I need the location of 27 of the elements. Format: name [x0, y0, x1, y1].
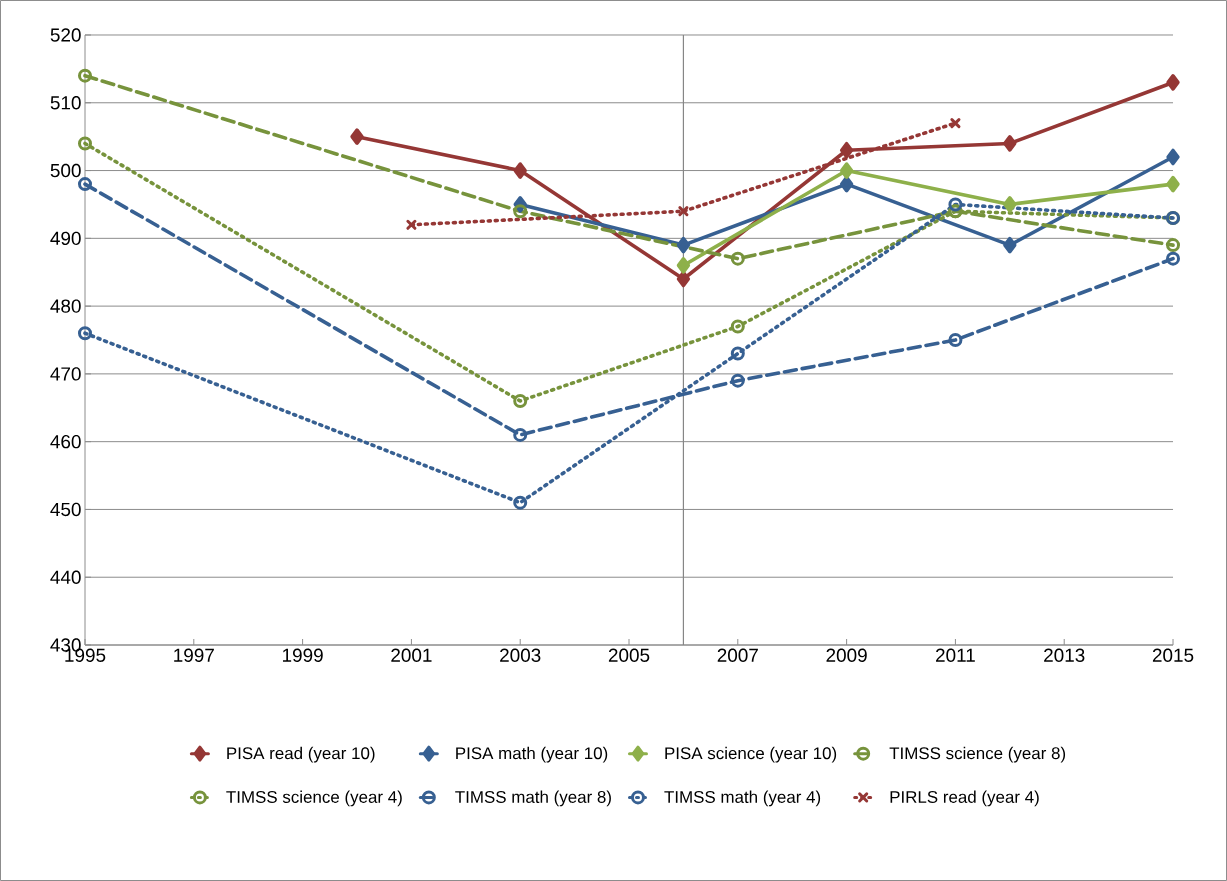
x-tick-label: 2013	[1044, 648, 1085, 662]
legend-label: PISA math (year 10)	[456, 746, 608, 763]
y-tick-label: 480	[50, 299, 81, 313]
y-tick-label: 520	[50, 28, 81, 42]
y-tick-label: 510	[50, 96, 81, 110]
y-tick-label: 460	[50, 434, 81, 449]
x-tick-label: 2011	[936, 648, 975, 662]
legend-label: PIRLS read (year 4)	[890, 790, 1039, 807]
legend-label: TIMSS math (year 8)	[455, 790, 611, 807]
x-tick-label: 1999	[282, 648, 323, 662]
x-tick-label: 2005	[608, 648, 650, 662]
y-tick-label: 450	[50, 502, 81, 517]
legend-label: TIMSS science (year 8)	[889, 746, 1066, 763]
x-tick-label: 2003	[500, 648, 541, 662]
legend-label: PISA science (year 10)	[665, 746, 837, 763]
legend-label: TIMSS science (year 4)	[226, 790, 402, 807]
legend-label: TIMSS math (year 4)	[664, 790, 821, 807]
legend-label: PISA read (year 10)	[227, 746, 375, 763]
y-tick-label: 490	[50, 231, 81, 246]
x-tick-label: 2009	[826, 648, 867, 662]
x-tick-label: 2007	[717, 648, 758, 662]
y-tick-label: 470	[50, 367, 81, 381]
x-tick-label: 2015	[1152, 648, 1194, 662]
x-tick-label: 2001	[391, 648, 432, 662]
y-tick-label: 440	[50, 570, 81, 584]
y-tick-label: 500	[50, 163, 81, 178]
x-tick-label: 1997	[174, 648, 214, 662]
